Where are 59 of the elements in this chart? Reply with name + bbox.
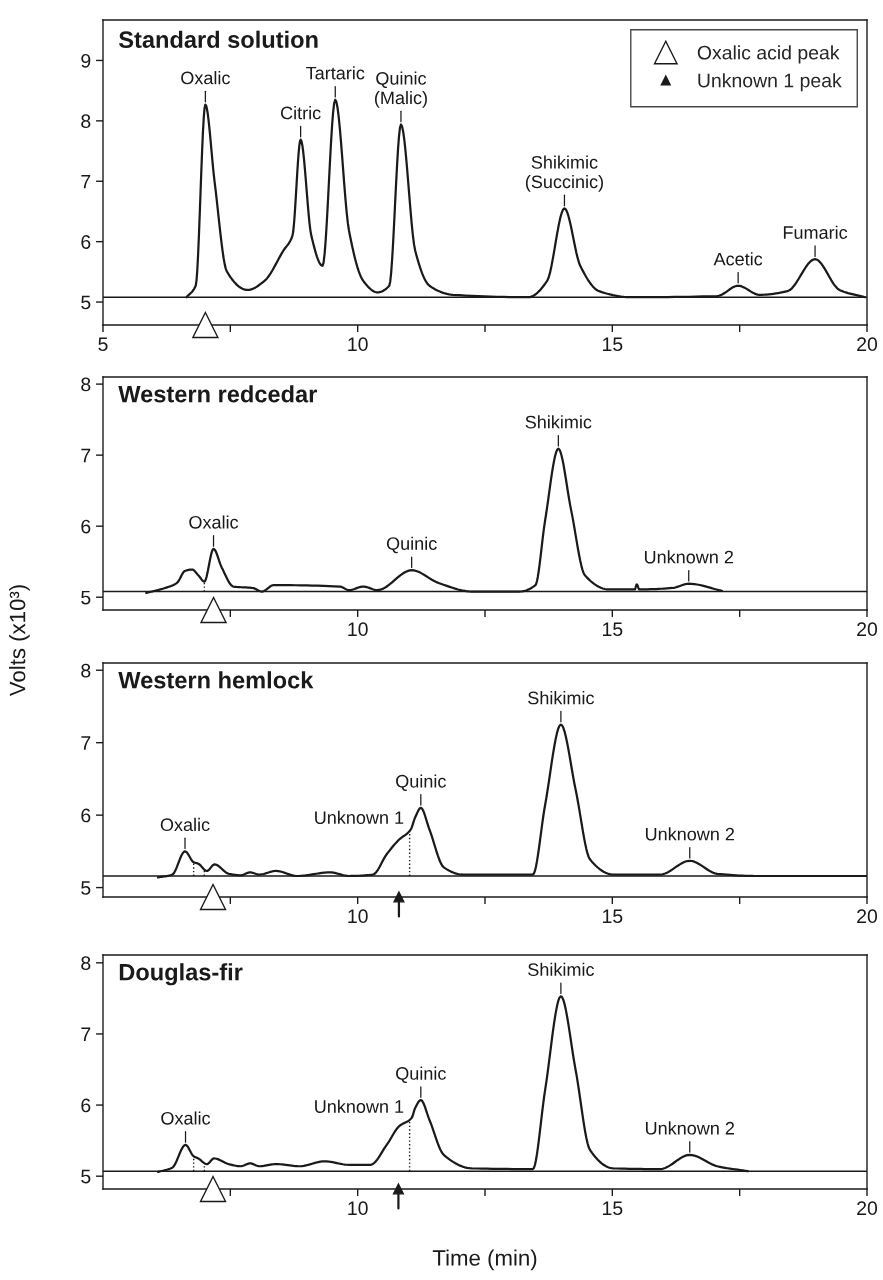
x-tick-label: 5 (98, 337, 108, 352)
x-axis-title: Time (min) (432, 1249, 537, 1271)
chart-title: Western hemlock (118, 671, 314, 689)
y-tick-label: 9 (81, 53, 91, 68)
annotation: Quinic (Malic) (375, 71, 427, 108)
annotation: Quinic (396, 774, 446, 791)
chart-title: Western redcedar (118, 385, 317, 403)
y-tick-label: 5 (81, 295, 91, 310)
annotation: Unknown 2 (644, 550, 733, 564)
x-tick-label: 10 (348, 909, 368, 924)
x-tick-label: 20 (857, 1201, 878, 1216)
y-tick-label: 7 (81, 174, 91, 189)
x-tick-label: 10 (348, 622, 368, 637)
annotation: Unknown 1 (315, 1099, 404, 1113)
x-tick-label: 20 (857, 337, 878, 352)
annotation: Oxalic (181, 71, 230, 85)
y-tick-label: 7 (81, 448, 91, 463)
annotation: Quinic (386, 536, 437, 554)
y-tick-label: 8 (81, 114, 91, 129)
x-tick-label: 20 (857, 909, 878, 924)
x-tick-label: 15 (603, 1201, 623, 1216)
annotation: Oxalic (189, 515, 239, 529)
annotation: Unknown 1 (315, 810, 404, 824)
y-tick-label: 8 (81, 377, 91, 392)
y-tick-label: 7 (81, 736, 91, 750)
y-tick-label: 7 (81, 1027, 91, 1041)
y-tick-label: 5 (81, 1169, 91, 1184)
y-tick-label: 8 (81, 663, 91, 678)
x-tick-label: 15 (603, 622, 623, 637)
annotation: Citric (280, 106, 321, 120)
y-tick-label: 8 (81, 956, 91, 971)
annotation: Shikimic (525, 415, 592, 429)
chart-title: Standard solution (118, 30, 318, 49)
annotation: Oxalic (160, 817, 210, 832)
x-tick-label: 10 (348, 337, 368, 352)
x-tick-label: 20 (857, 622, 878, 637)
x-tick-label: 10 (348, 1201, 368, 1216)
chart-title: Douglas-fir (119, 963, 243, 986)
y-tick-label: 5 (81, 590, 91, 605)
y-tick-label: 5 (81, 881, 91, 895)
y-tick-label: 6 (81, 1098, 91, 1113)
annotation: Acetic (713, 252, 763, 266)
annotation: Oxalic (161, 1111, 211, 1125)
annotation: Tartaric (306, 66, 365, 80)
annotation: Fumaric (783, 225, 848, 239)
y-tick-label: 6 (81, 235, 91, 249)
y-tick-label: 6 (81, 808, 91, 823)
annotation: Quinic (396, 1066, 446, 1084)
legend-label: Oxalic acid peak (697, 45, 840, 64)
annotation: Unknown 2 (645, 1121, 735, 1135)
y-tick-label: 6 (81, 519, 91, 534)
annotation: Unknown 2 (645, 827, 735, 841)
annotation: Shikimic (Succinic) (525, 155, 603, 192)
x-tick-label: 15 (603, 909, 623, 924)
y-axis-title: Volts (x10³) (9, 585, 30, 697)
annotation: Shikimic (528, 962, 595, 977)
x-tick-label: 15 (603, 337, 623, 352)
annotation: Shikimic (528, 691, 595, 705)
legend-label: Unknown 1 peak (698, 73, 842, 92)
